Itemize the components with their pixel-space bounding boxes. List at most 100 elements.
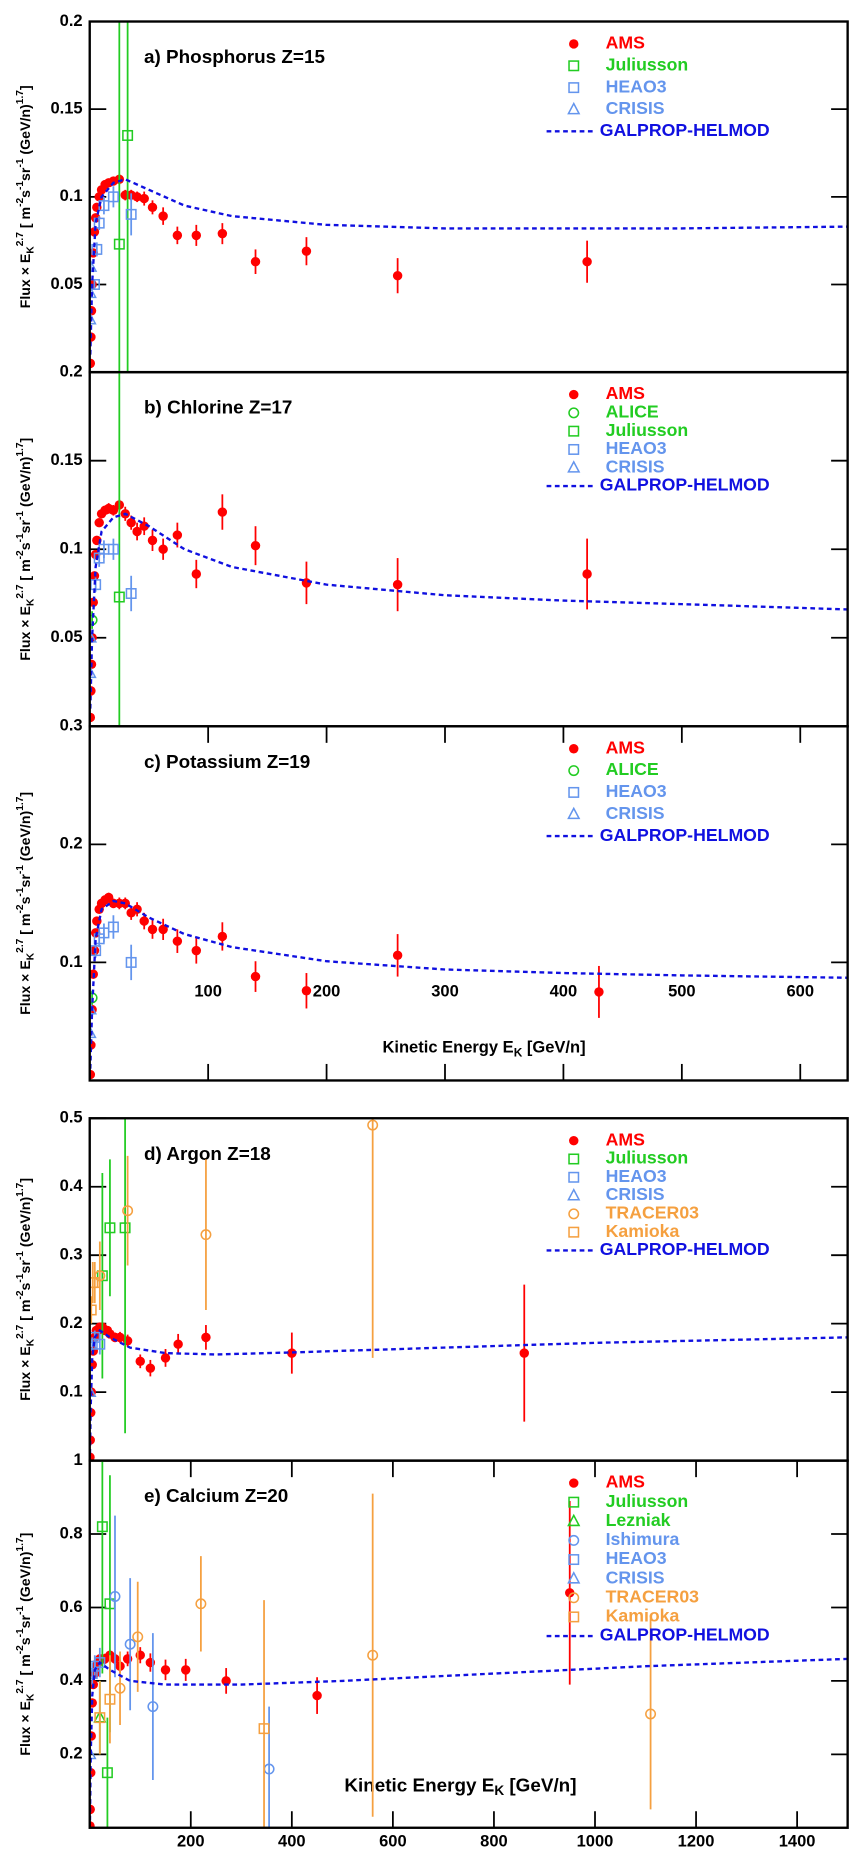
marker — [132, 526, 142, 537]
legend-label: Juliusson — [606, 54, 689, 74]
frame — [88, 370, 849, 728]
marker — [147, 924, 158, 935]
marker — [250, 256, 261, 267]
y-axis-label: Flux × EK2.7 [ m-2s-1sr-1 (GeV/n)1.7] — [15, 1533, 37, 1756]
panel-title: a) Phosphorus Z=15 — [144, 47, 325, 68]
marker — [567, 1571, 581, 1584]
y-tick-label: 0.05 — [50, 274, 82, 293]
marker — [250, 540, 261, 551]
y-tick-label: 0.5 — [60, 1108, 83, 1127]
marker — [91, 243, 103, 255]
legend-label: GALPROP-HELMOD — [600, 1625, 770, 1645]
marker — [568, 1226, 580, 1238]
marker — [195, 1598, 207, 1610]
legend-label: CRISIS — [606, 98, 665, 118]
marker — [107, 543, 119, 555]
marker — [147, 1701, 159, 1713]
x-tick-label: 400 — [278, 1831, 306, 1850]
marker — [568, 765, 580, 777]
legend-label: Ishimura — [606, 1529, 680, 1549]
label-part: [GeV/n] — [504, 1775, 576, 1796]
marker — [221, 1676, 231, 1686]
legend-label: ALICE — [606, 402, 659, 422]
y-tick-label: 0.2 — [60, 1313, 83, 1332]
frame — [88, 725, 849, 1082]
label-part: K — [25, 1338, 36, 1346]
label-part: -2 — [15, 1645, 26, 1654]
marker — [568, 1496, 580, 1508]
legend-label: AMS — [606, 737, 646, 757]
panel-title: b) Chlorine Z=17 — [144, 398, 292, 419]
label-part: sr — [18, 519, 34, 533]
marker — [114, 1682, 126, 1694]
label-part: s — [18, 190, 34, 198]
marker — [139, 916, 149, 926]
label-part: [ m — [18, 207, 34, 232]
label-part: [ m — [18, 1300, 34, 1325]
label-part: Flux × E — [18, 960, 34, 1015]
marker — [191, 569, 202, 579]
marker — [104, 1693, 116, 1705]
marker — [122, 129, 134, 141]
marker — [181, 1665, 191, 1675]
legend-label: HEAO3 — [606, 781, 667, 801]
marker — [139, 193, 149, 204]
marker — [93, 217, 105, 229]
marker — [312, 1690, 322, 1701]
label-part: [ m — [18, 914, 34, 939]
label-part: 1.7 — [15, 1182, 26, 1196]
marker — [594, 987, 604, 997]
frame — [88, 1117, 849, 1462]
marker — [567, 460, 581, 473]
marker — [172, 936, 183, 946]
label-part: sr — [18, 1614, 34, 1628]
marker — [519, 1348, 529, 1358]
marker — [569, 1135, 579, 1146]
marker — [217, 228, 228, 239]
legend-label: GALPROP-HELMOD — [600, 1239, 770, 1259]
label-part: -2 — [15, 904, 26, 913]
x-tick-label: 600 — [786, 981, 814, 1000]
label-part: sr — [18, 874, 34, 888]
label-part: -2 — [15, 550, 26, 559]
marker — [173, 1339, 183, 1349]
panel: 0.05 0.1 0.15 0.2 Flux × EK2.7 [ m-2s-1sr-1 … — [15, 11, 849, 374]
label-part: 2.7 — [15, 584, 26, 598]
marker — [301, 246, 312, 256]
marker — [569, 1478, 579, 1488]
panel-title: e) Calcium Z=20 — [144, 1486, 288, 1507]
marker — [89, 1668, 98, 1680]
label-part: ] — [18, 792, 34, 797]
label-part: -1 — [15, 1606, 26, 1615]
y-tick-label: 0.1 — [60, 952, 83, 971]
marker — [217, 931, 228, 942]
y-tick-label: 0.05 — [50, 627, 82, 646]
label-part: Kinetic Energy E — [382, 1038, 513, 1057]
marker — [89, 358, 96, 369]
marker — [201, 1332, 211, 1343]
x-tick-label: 500 — [668, 981, 696, 1000]
marker — [568, 1554, 580, 1566]
marker — [568, 82, 580, 94]
marker — [107, 191, 119, 203]
marker — [172, 230, 183, 241]
marker — [126, 517, 136, 528]
marker — [160, 1665, 171, 1675]
label-part: 1.7 — [15, 796, 26, 810]
y-tick-label: 0.6 — [60, 1597, 83, 1616]
plot-area — [89, 21, 848, 373]
frame — [88, 1459, 849, 1829]
marker — [113, 238, 125, 250]
marker — [367, 1649, 379, 1661]
legend-label: Juliusson — [606, 1148, 689, 1168]
marker — [217, 507, 228, 517]
y-tick-label: 0.2 — [60, 11, 83, 30]
label-part: Flux × E — [18, 606, 34, 661]
label-part: [ m — [18, 1654, 34, 1679]
label-part: K — [25, 1693, 36, 1701]
label-part: Flux × E — [18, 1701, 34, 1756]
label-part: -1 — [15, 1273, 26, 1282]
marker — [90, 945, 102, 957]
